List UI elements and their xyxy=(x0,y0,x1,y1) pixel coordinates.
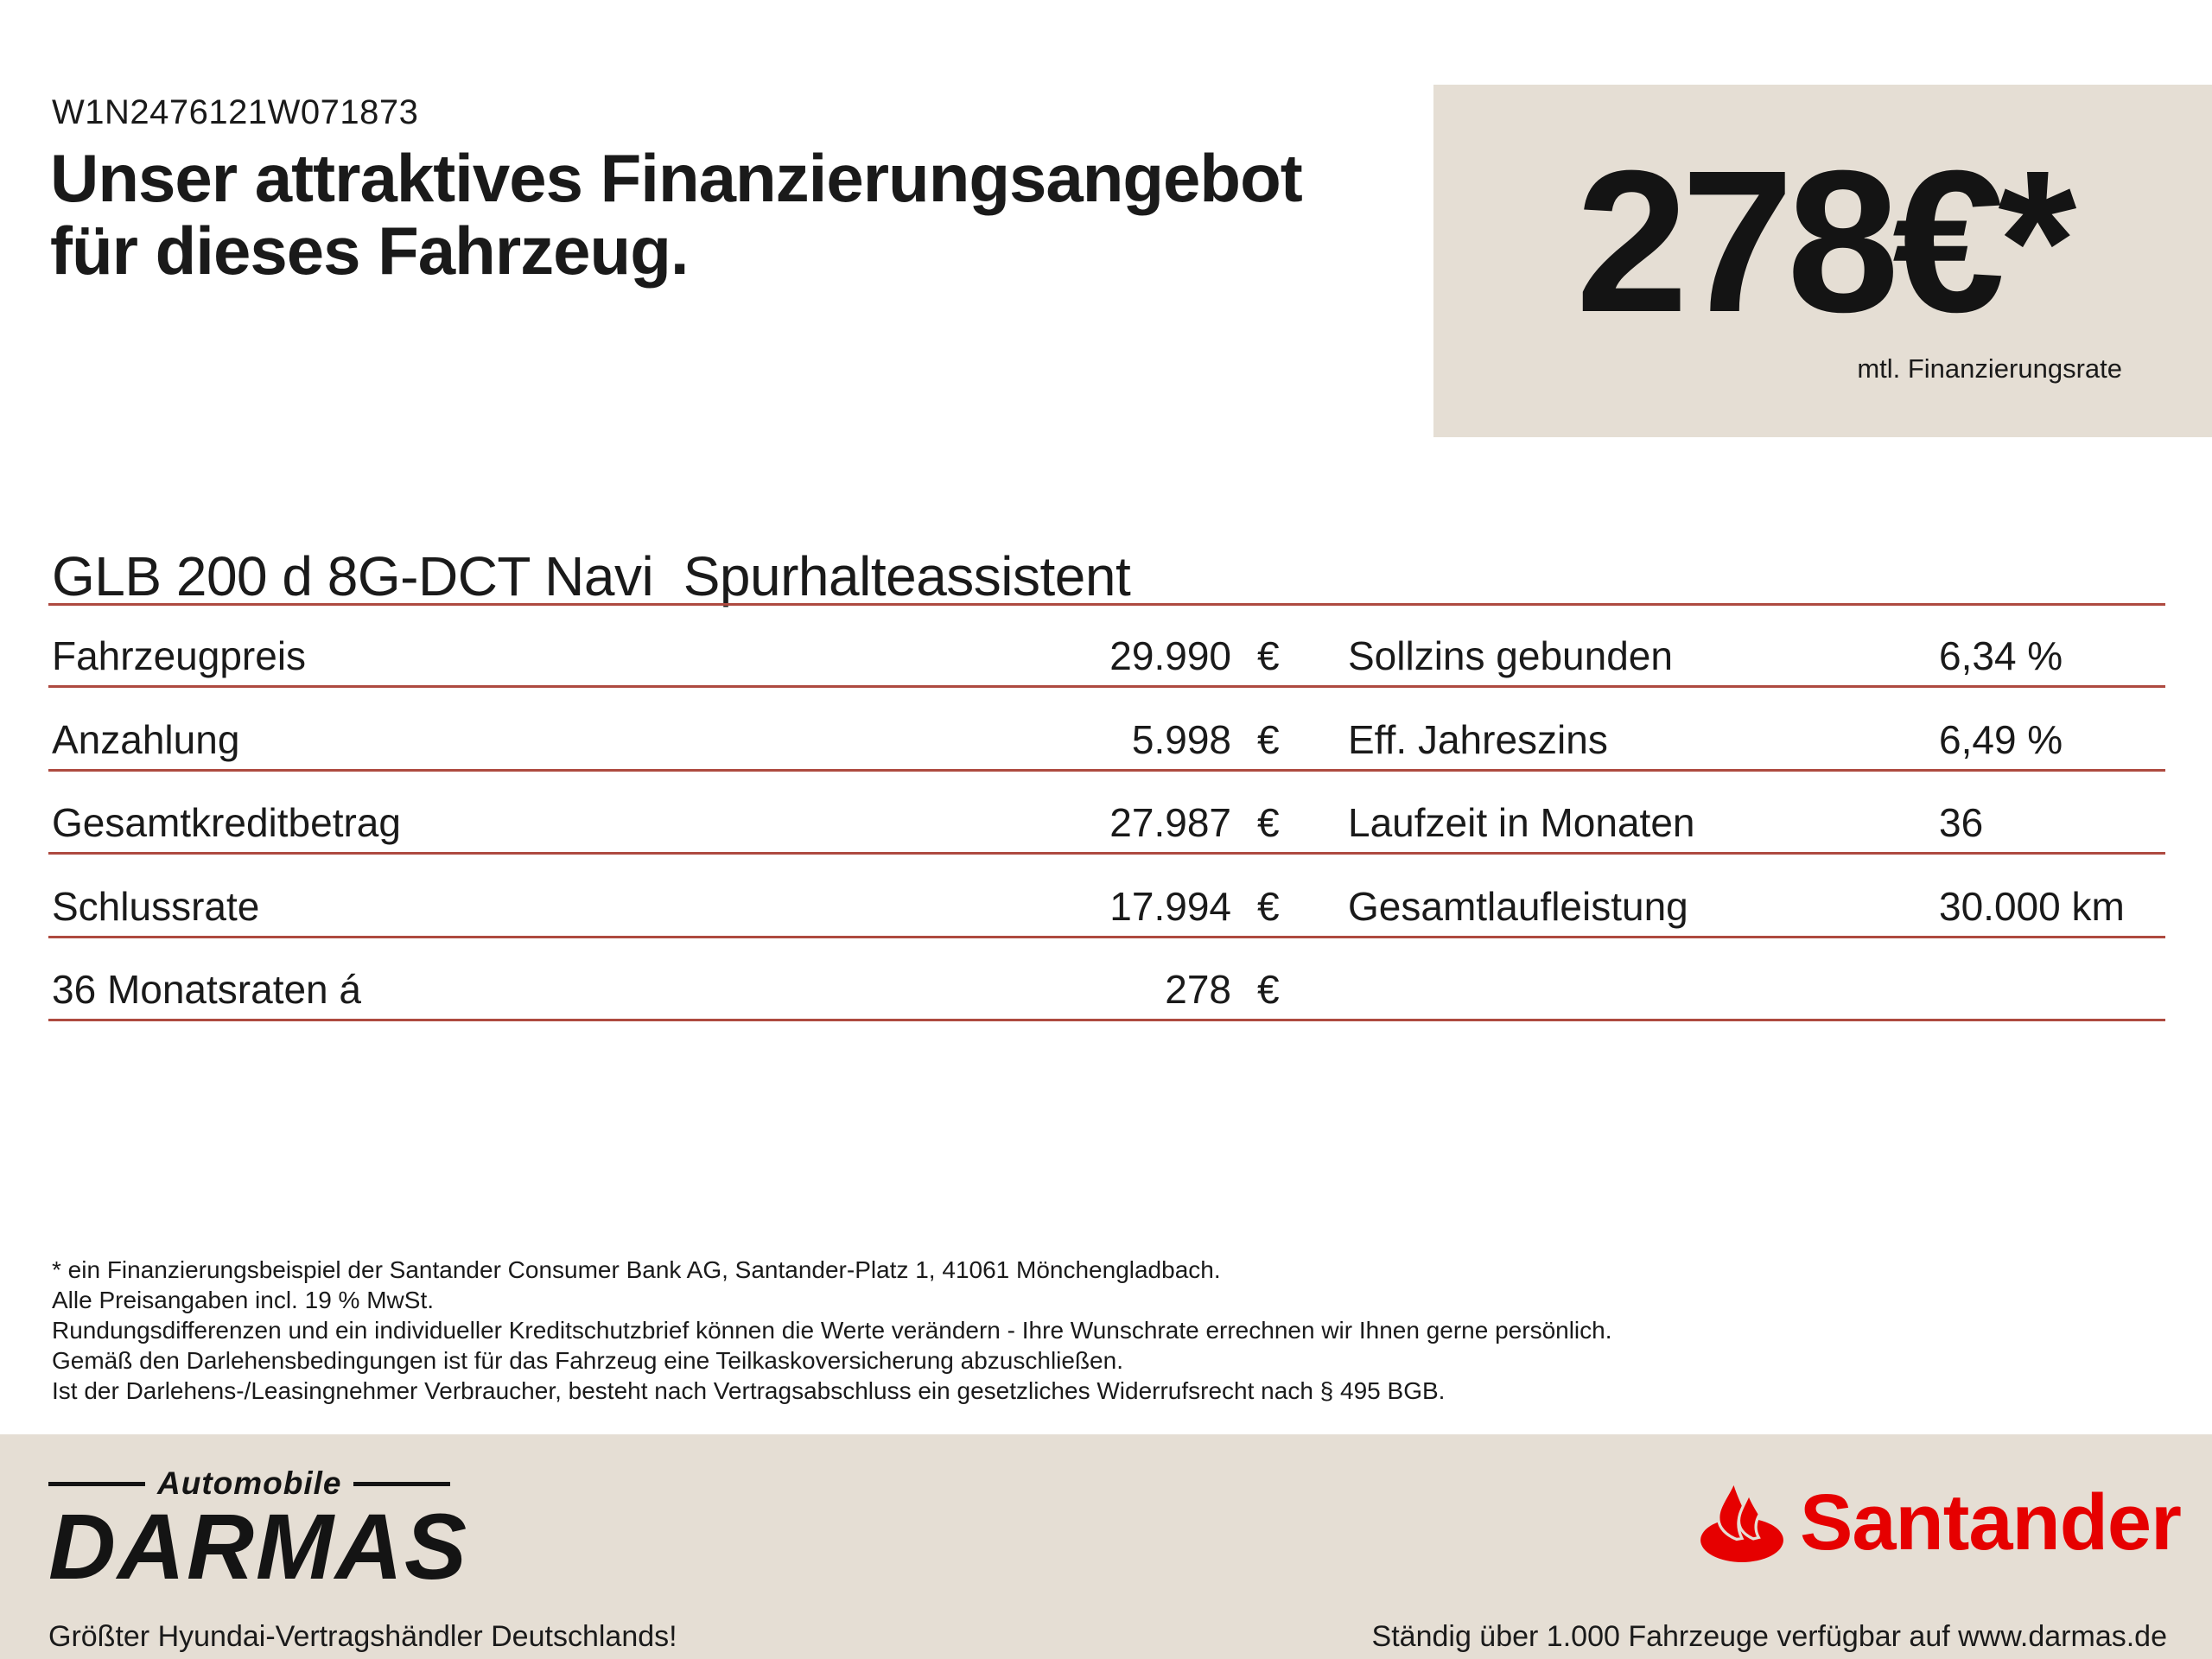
currency-symbol: € xyxy=(1257,884,1280,929)
footnote-line: Gemäß den Darlehensbedingungen ist für d… xyxy=(52,1347,1123,1374)
footer-band: Automobile DARMAS Santander Größter Hyun… xyxy=(0,1434,2212,1659)
darmas-logo-subtitle: Automobile xyxy=(157,1465,342,1501)
currency-symbol: € xyxy=(1257,717,1280,762)
santander-logo: Santander xyxy=(1698,1476,2182,1568)
row-label: Fahrzeugpreis xyxy=(52,633,307,678)
footnote-line: * ein Finanzierungsbeispiel der Santande… xyxy=(52,1256,1221,1283)
row-value: 27.987 xyxy=(1109,800,1231,845)
darmas-logo: Automobile DARMAS xyxy=(48,1465,468,1599)
footnotes: * ein Finanzierungsbeispiel der Santande… xyxy=(52,1255,1612,1406)
row-value: 278 xyxy=(1165,967,1231,1012)
logo-rule-right xyxy=(353,1481,451,1486)
footnote-line: Alle Preisangaben incl. 19 % MwSt. xyxy=(52,1287,434,1313)
footnote-line: Rundungsdifferenzen und ein individuelle… xyxy=(52,1317,1612,1344)
row-label: Gesamtlaufleistung xyxy=(1348,884,1688,929)
table-row: Fahrzeugpreis 29.990 € Sollzins gebunden… xyxy=(48,605,2165,688)
row-label: Laufzeit in Monaten xyxy=(1348,800,1695,845)
row-value: 36 xyxy=(1939,800,1984,845)
row-label: Anzahlung xyxy=(52,717,240,762)
currency-symbol: € xyxy=(1257,967,1280,1012)
table-row: Schlussrate 17.994 € Gesamtlaufleistung … xyxy=(48,855,2165,938)
monthly-rate-amount: 278€* xyxy=(1575,128,2077,354)
page-title-line1: Unser attraktives Finanzierungsangebot xyxy=(50,140,1303,216)
row-label: Schlussrate xyxy=(52,884,260,929)
santander-flame-icon xyxy=(1698,1476,1786,1568)
footnote-line: Ist der Darlehens-/Leasingnehmer Verbrau… xyxy=(52,1377,1446,1404)
table-row: Anzahlung 5.998 € Eff. Jahreszins 6,49 % xyxy=(48,688,2165,772)
row-value: 17.994 xyxy=(1109,884,1231,929)
row-value: 29.990 xyxy=(1109,633,1231,678)
darmas-logo-top: Automobile xyxy=(48,1465,468,1502)
monthly-rate-panel: 278€* mtl. Finanzierungsrate xyxy=(1433,85,2212,437)
row-value: 30.000 km xyxy=(1939,884,2125,929)
currency-symbol: € xyxy=(1257,800,1280,845)
row-label: Sollzins gebunden xyxy=(1348,633,1673,678)
vehicle-title: GLB 200 d 8G-DCT Navi Spurhalteassistent xyxy=(52,545,1131,607)
logo-rule-left xyxy=(48,1481,145,1486)
vin-number: W1N2476121W071873 xyxy=(52,93,419,131)
page-title: Unser attraktives Finanzierungsangebot f… xyxy=(50,140,1303,289)
monthly-rate-caption: mtl. Finanzierungsrate xyxy=(1857,353,2122,384)
darmas-logo-wordmark: DARMAS xyxy=(48,1494,468,1599)
row-value: 6,49 % xyxy=(1939,717,2063,762)
row-value: 6,34 % xyxy=(1939,633,2063,678)
row-value: 5.998 xyxy=(1131,717,1231,762)
currency-symbol: € xyxy=(1257,633,1280,678)
row-label: Gesamtkreditbetrag xyxy=(52,800,401,845)
table-row: 36 Monatsraten á 278 € xyxy=(48,938,2165,1021)
dealer-claim: Größter Hyundai-Vertragshändler Deutschl… xyxy=(48,1620,677,1653)
row-label: Eff. Jahreszins xyxy=(1348,717,1608,762)
page-title-line2: für dieses Fahrzeug. xyxy=(50,213,690,289)
availability-text: Ständig über 1.000 Fahrzeuge verfügbar a… xyxy=(1371,1620,2167,1653)
table-row: Gesamtkreditbetrag 27.987 € Laufzeit in … xyxy=(48,772,2165,855)
vehicle-title-divider xyxy=(48,603,2165,606)
santander-wordmark: Santander xyxy=(1800,1478,2182,1567)
row-label: 36 Monatsraten á xyxy=(52,967,362,1012)
financing-table: Fahrzeugpreis 29.990 € Sollzins gebunden… xyxy=(48,605,2165,1025)
